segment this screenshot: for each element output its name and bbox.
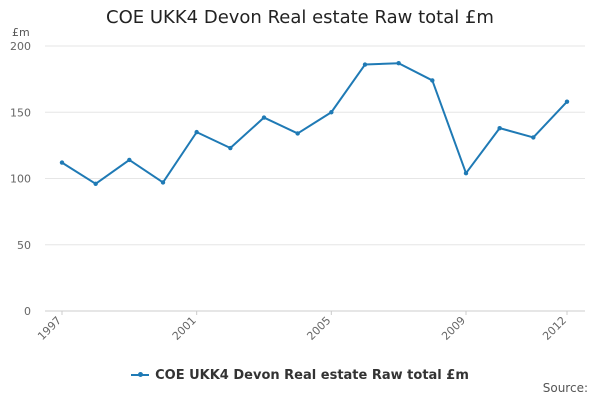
data-point[interactable] xyxy=(295,131,300,136)
data-point[interactable] xyxy=(329,110,334,115)
legend-label: COE UKK4 Devon Real estate Raw total £m xyxy=(155,367,469,383)
x-tick-label: 2012 xyxy=(540,314,569,343)
data-point[interactable] xyxy=(564,99,570,104)
y-tick-label: 150 xyxy=(10,106,31,119)
source-note: Source: xyxy=(542,381,588,395)
data-point[interactable] xyxy=(261,115,267,120)
gridlines xyxy=(45,45,585,312)
data-point[interactable] xyxy=(430,78,435,83)
chart-title: COE UKK4 Devon Real estate Raw total £m xyxy=(106,7,494,28)
data-point[interactable] xyxy=(160,180,166,185)
x-axis-ticks: 1997 2001 2005 2009 2012 xyxy=(35,311,569,343)
x-tick-label: 2001 xyxy=(170,314,199,343)
y-tick-label: 100 xyxy=(10,173,31,186)
data-point[interactable] xyxy=(59,160,65,165)
data-point[interactable] xyxy=(93,181,98,186)
series-layer xyxy=(59,61,570,186)
y-axis-unit-label: £m xyxy=(12,26,30,39)
data-point[interactable] xyxy=(463,171,469,176)
data-point[interactable] xyxy=(362,62,368,67)
legend-swatch xyxy=(131,372,150,377)
y-tick-label: 0 xyxy=(24,305,31,318)
y-tick-label: 200 xyxy=(10,40,31,53)
x-tick-label: 1997 xyxy=(35,314,64,343)
data-point[interactable] xyxy=(228,145,233,151)
y-tick-label: 50 xyxy=(17,239,31,252)
data-point[interactable] xyxy=(396,61,401,66)
x-tick-label: 2005 xyxy=(304,314,333,343)
legend[interactable]: COE UKK4 Devon Real estate Raw total £m xyxy=(0,365,600,383)
x-tick-label: 2009 xyxy=(439,314,468,343)
data-point[interactable] xyxy=(127,157,132,163)
data-point[interactable] xyxy=(194,129,199,135)
y-axis-ticks: 0 50 100 150 200 xyxy=(10,40,31,318)
data-point[interactable] xyxy=(531,135,536,140)
data-point[interactable] xyxy=(497,125,502,131)
series-line xyxy=(61,62,568,185)
